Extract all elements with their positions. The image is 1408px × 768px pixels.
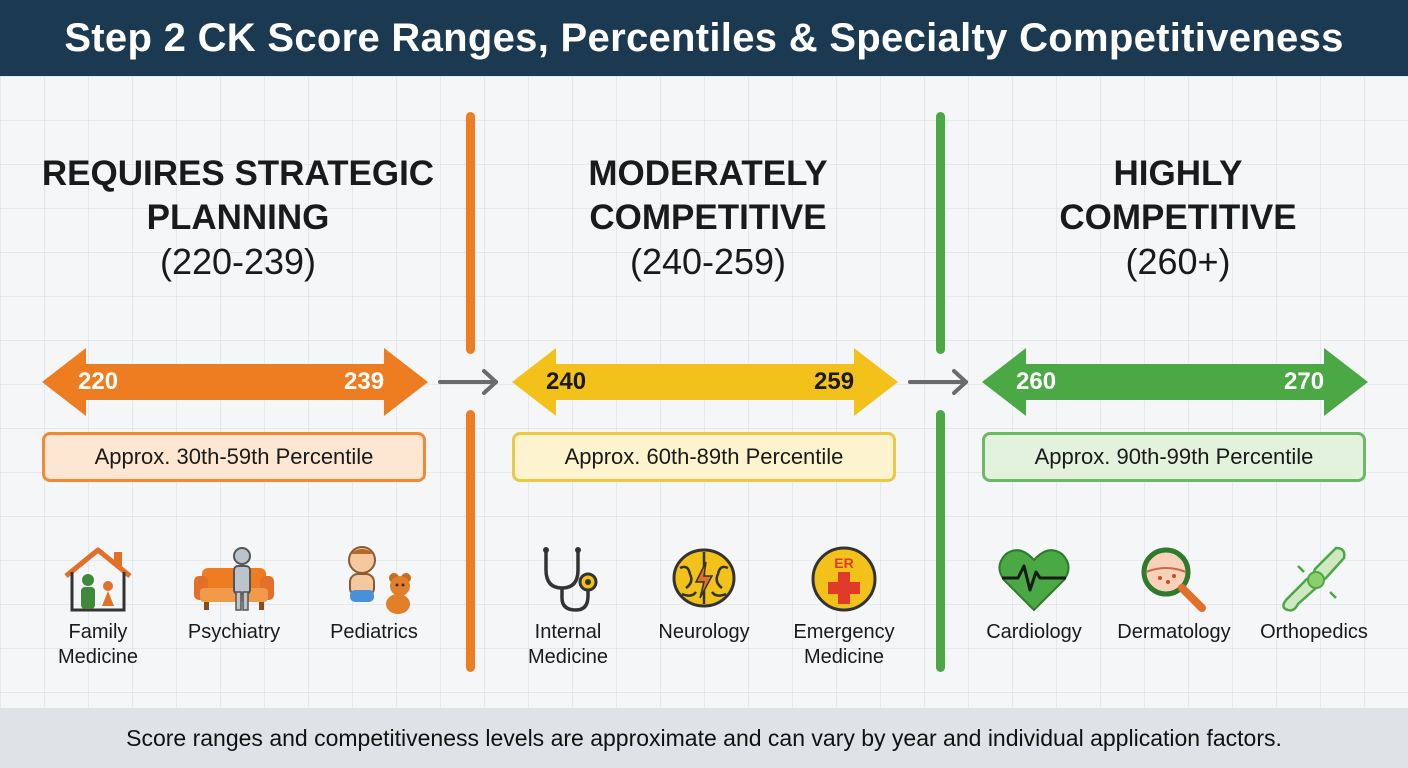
specialty-psychiatry: Psychiatry	[174, 544, 294, 645]
percentile-box: Approx. 90th-99th Percentile	[982, 432, 1366, 482]
tier-column-strategic: REQUIRES STRATEGIC PLANNING (220-239) 22…	[38, 76, 438, 708]
brain-icon	[672, 548, 736, 608]
specialty-label: Pediatrics	[330, 621, 418, 643]
footer-note: Score ranges and competitiveness levels …	[0, 708, 1408, 768]
divider-orange-top	[466, 112, 475, 354]
specialty-label: Psychiatry	[187, 621, 281, 643]
specialty-label: Emergency Medicine	[793, 621, 895, 668]
couch-person-icon	[194, 547, 274, 611]
range-high: 270	[1284, 368, 1325, 395]
percentile-box: Approx. 30th-59th Percentile	[42, 432, 426, 482]
specialty-dermatology: Dermatology	[1114, 544, 1234, 645]
divider-green-bottom	[936, 410, 945, 672]
score-range-arrow: 260 270	[978, 346, 1378, 418]
range-low: 260	[1016, 368, 1057, 395]
range-high: 259	[814, 368, 855, 395]
specialty-orthopedics: Orthopedics	[1254, 544, 1374, 645]
tier-title-line: HIGHLY	[1113, 154, 1243, 193]
baby-teddy-bear-icon	[348, 546, 411, 614]
tier-title-line: MODERATELY	[588, 154, 828, 193]
tier-title-line: REQUIRES STRATEGIC	[41, 154, 435, 193]
specialty-pediatrics: Pediatrics	[314, 544, 434, 645]
score-range-arrow: 220 239	[38, 346, 438, 418]
tier-title-line: COMPETITIVE	[1059, 198, 1297, 237]
specialty-label: Dermatology	[1117, 621, 1231, 643]
er-cross-icon: ER	[811, 546, 877, 612]
double-arrow-icon	[42, 348, 428, 416]
specialty-label: Neurology	[658, 621, 750, 643]
tier-score-range: (260+)	[1125, 241, 1231, 282]
er-label: ER	[834, 555, 853, 571]
double-arrow-icon	[982, 348, 1368, 416]
connector-arrow-icon	[438, 369, 498, 395]
page-title: Step 2 CK Score Ranges, Percentiles & Sp…	[0, 0, 1408, 76]
tier-title: MODERATELY COMPETITIVE (240-259)	[508, 152, 908, 284]
specialty-internal-medicine: Internal Medicine	[508, 544, 628, 670]
specialty-label: Orthopedics	[1260, 621, 1368, 643]
tier-title-line: PLANNING	[146, 198, 330, 237]
divider-green-top	[936, 112, 945, 354]
tier-title: REQUIRES STRATEGIC PLANNING (220-239)	[38, 152, 438, 284]
bone-joint-icon	[1282, 546, 1346, 612]
heart-ecg-icon	[998, 549, 1070, 612]
tier-score-range: (220-239)	[159, 241, 317, 282]
magnifier-skin-icon	[1141, 547, 1206, 612]
stethoscope-icon	[543, 547, 598, 612]
specialty-emergency-medicine: ER Emergency Medicine	[784, 544, 904, 670]
specialty-label: Family Medicine	[57, 621, 139, 668]
specialty-neurology: Neurology	[644, 544, 764, 645]
tier-column-highly-competitive: HIGHLY COMPETITIVE (260+) 260 270 Approx…	[978, 76, 1378, 708]
specialty-label: Cardiology	[986, 621, 1082, 643]
specialty-family-medicine: Family Medicine	[38, 544, 158, 670]
percentile-box: Approx. 60th-89th Percentile	[512, 432, 896, 482]
divider-orange-bottom	[466, 410, 475, 672]
tier-score-range: (240-259)	[629, 241, 787, 282]
double-arrow-icon	[512, 348, 898, 416]
range-high: 239	[344, 368, 385, 395]
house-family-icon	[64, 547, 132, 612]
range-low: 240	[546, 368, 587, 395]
tier-title: HIGHLY COMPETITIVE (260+)	[978, 152, 1378, 284]
tier-column-moderate: MODERATELY COMPETITIVE (240-259) 240 259…	[508, 76, 908, 708]
range-low: 220	[78, 368, 119, 395]
specialty-cardiology: Cardiology	[974, 544, 1094, 645]
connector-arrow-icon	[908, 369, 968, 395]
specialty-label: Internal Medicine	[527, 621, 609, 668]
score-range-arrow: 240 259	[508, 346, 908, 418]
tier-title-line: COMPETITIVE	[589, 198, 827, 237]
